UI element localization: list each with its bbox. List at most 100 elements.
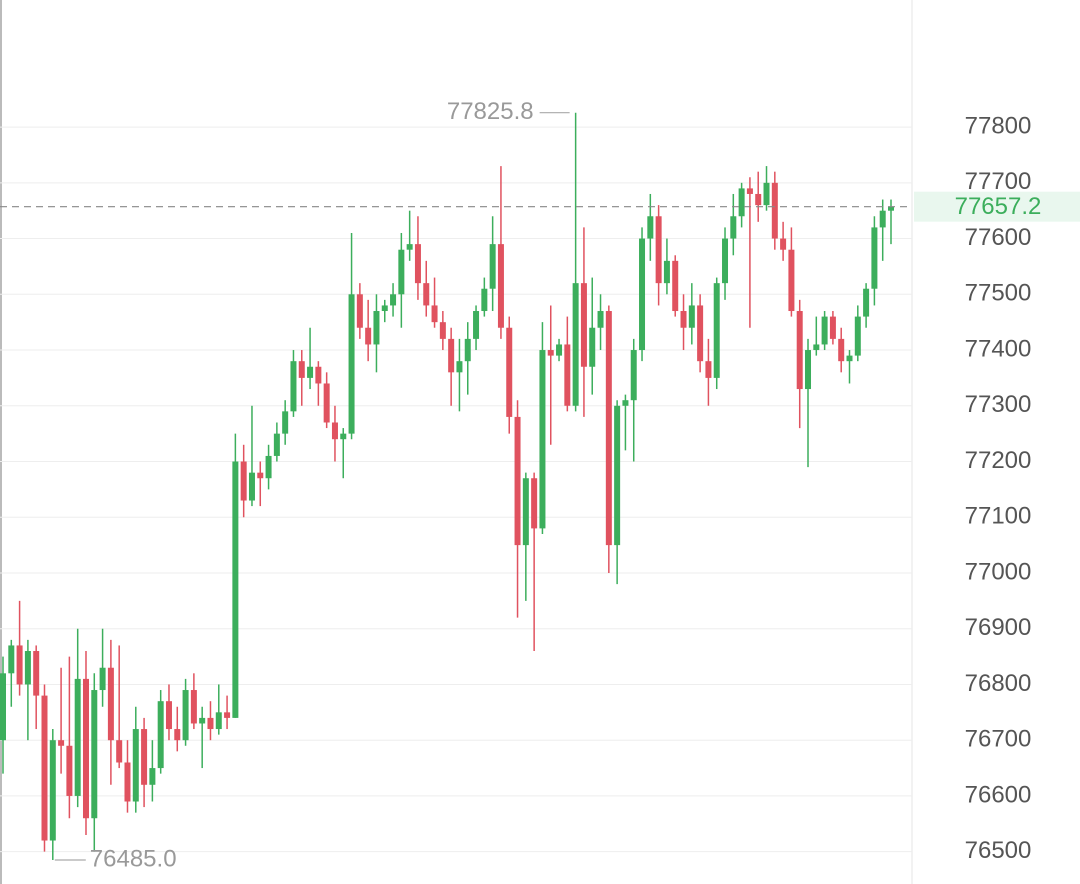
candle-body bbox=[663, 260, 670, 284]
candle-body bbox=[49, 740, 56, 841]
candle-body bbox=[398, 249, 405, 295]
candle-body bbox=[788, 249, 795, 312]
candle-body bbox=[572, 283, 579, 406]
candle-body bbox=[531, 478, 538, 529]
candle-body bbox=[199, 717, 206, 724]
last-price-label: 77657.2 bbox=[955, 193, 1042, 220]
candle-body bbox=[497, 244, 504, 328]
candle-body bbox=[888, 206, 894, 211]
candle-body bbox=[871, 227, 878, 289]
candle-body bbox=[224, 712, 231, 718]
candle-body bbox=[265, 455, 272, 479]
candle-body bbox=[655, 216, 662, 284]
candle-body bbox=[647, 216, 654, 239]
candle-body bbox=[132, 729, 139, 802]
candle-body bbox=[165, 701, 172, 730]
candle-body bbox=[141, 729, 148, 785]
candle-body bbox=[796, 311, 803, 390]
candle-body bbox=[605, 311, 612, 546]
candle-body bbox=[298, 361, 305, 378]
candle-body bbox=[589, 327, 596, 367]
candle-body bbox=[722, 238, 729, 284]
candle-body bbox=[746, 188, 753, 194]
candle-body bbox=[730, 216, 737, 239]
y-tick-label: 77300 bbox=[965, 391, 1032, 418]
y-tick-label: 76500 bbox=[965, 837, 1032, 864]
candle-body bbox=[82, 678, 89, 819]
candle-body bbox=[539, 350, 546, 529]
candle-body bbox=[365, 327, 372, 345]
candle-body bbox=[348, 294, 355, 434]
candle-body bbox=[257, 472, 264, 479]
candle-body bbox=[356, 294, 363, 328]
candle-body bbox=[713, 283, 720, 378]
candle-body bbox=[182, 690, 189, 741]
candle-body bbox=[431, 305, 438, 323]
candle-body bbox=[307, 366, 314, 378]
y-tick-label: 77500 bbox=[965, 280, 1032, 307]
candle-body bbox=[697, 305, 704, 362]
candle-body bbox=[838, 338, 845, 362]
candle-body bbox=[124, 762, 131, 802]
candle-body bbox=[506, 327, 513, 417]
y-tick-label: 77200 bbox=[965, 447, 1032, 474]
candle-body bbox=[74, 678, 81, 796]
y-tick-label: 77700 bbox=[965, 168, 1032, 195]
candle-body bbox=[58, 740, 65, 746]
candle-body bbox=[755, 193, 762, 206]
candle-body bbox=[829, 316, 836, 339]
candle-body bbox=[846, 355, 853, 362]
candle-body bbox=[215, 712, 222, 730]
candle-body bbox=[273, 433, 280, 456]
candle-body bbox=[514, 416, 521, 546]
candle-body bbox=[33, 651, 40, 696]
candle-body bbox=[290, 361, 297, 412]
candle-body bbox=[680, 311, 687, 328]
candle-body bbox=[282, 411, 289, 434]
candle-body bbox=[780, 238, 787, 250]
candle-body bbox=[24, 651, 31, 685]
candle-body bbox=[763, 182, 770, 206]
candle-body bbox=[688, 305, 695, 328]
candle-body bbox=[672, 260, 679, 312]
y-tick-label: 77800 bbox=[965, 112, 1032, 139]
candle-body bbox=[340, 433, 347, 440]
candle-body bbox=[91, 690, 98, 819]
candle-body bbox=[373, 311, 380, 345]
candle-body bbox=[381, 305, 388, 312]
candle-body bbox=[630, 350, 637, 401]
y-tick-label: 76900 bbox=[965, 614, 1032, 641]
candle-body bbox=[41, 695, 48, 841]
candle-body bbox=[8, 645, 15, 674]
candle-body bbox=[149, 768, 156, 785]
candle-body bbox=[564, 344, 571, 406]
candle-body bbox=[705, 361, 712, 378]
annotation-label: 76485.0 bbox=[90, 845, 177, 872]
candle-body bbox=[805, 350, 812, 390]
y-tick-label: 76600 bbox=[965, 781, 1032, 808]
y-tick-label: 77400 bbox=[965, 335, 1032, 362]
candle-body bbox=[315, 366, 322, 384]
candle-body bbox=[821, 316, 828, 345]
candle-body bbox=[190, 690, 197, 724]
candle-body bbox=[107, 667, 114, 741]
candle-body bbox=[448, 338, 455, 373]
candle-body bbox=[439, 322, 446, 339]
y-tick-label: 77100 bbox=[965, 503, 1032, 530]
candle-body bbox=[157, 701, 164, 769]
y-tick-label: 77600 bbox=[965, 224, 1032, 251]
candle-body bbox=[331, 422, 338, 440]
candle-body bbox=[879, 210, 886, 228]
candle-body bbox=[248, 472, 255, 501]
candle-body bbox=[414, 244, 421, 284]
candle-body bbox=[464, 338, 471, 362]
candle-body bbox=[813, 344, 820, 351]
last-price-box bbox=[914, 191, 1080, 222]
candle-body bbox=[207, 717, 214, 730]
candle-body bbox=[423, 283, 430, 306]
candle-body bbox=[547, 350, 554, 356]
candle-body bbox=[174, 729, 181, 741]
candle-body bbox=[16, 645, 23, 685]
candle-body bbox=[66, 745, 73, 796]
